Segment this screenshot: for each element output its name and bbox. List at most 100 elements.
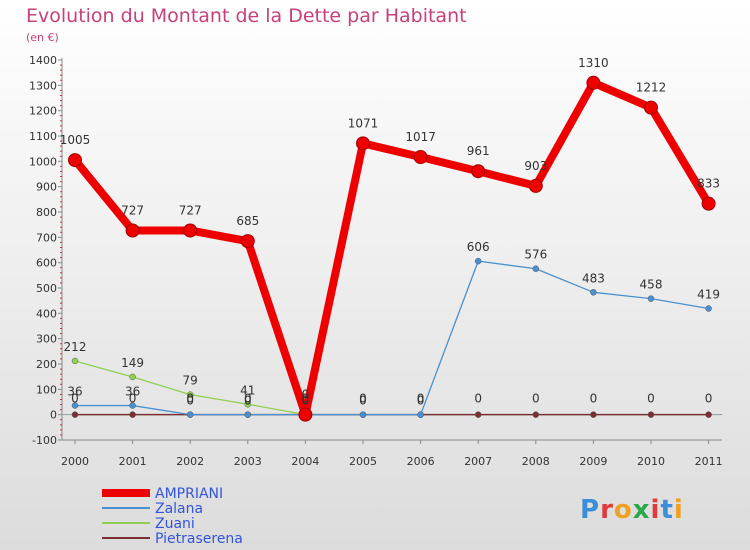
data-label-ampriani: 0	[302, 388, 310, 402]
data-label-zuani: 149	[121, 356, 144, 370]
data-point-zuani	[186, 391, 194, 398]
data-point-zuani	[129, 373, 136, 381]
data-label-pietraserena: 0	[532, 392, 540, 406]
data-point-ampriani	[68, 153, 82, 168]
series-line-ampriani	[71, 78, 713, 419]
x-tick-label: 2007	[464, 455, 492, 468]
data-label-zuani: 79	[183, 374, 198, 388]
x-tick-label: 2009	[579, 455, 607, 468]
data-label-ampriani: 1005	[60, 133, 91, 147]
x-tick-label: 2006	[407, 455, 435, 468]
x-tick-label: 2003	[234, 455, 262, 468]
x-tick-label: 2008	[522, 455, 550, 468]
data-label-ampriani: 1212	[636, 81, 667, 95]
series-line-zalana	[74, 260, 710, 416]
legend-label-zalana: Zalana	[155, 501, 203, 517]
data-label-pietraserena: 0	[244, 392, 252, 406]
data-point-zalana	[474, 257, 482, 265]
data-label-zalana: 419	[697, 288, 720, 302]
data-label-pietraserena: 0	[71, 392, 79, 406]
data-label-pietraserena: 0	[474, 392, 482, 406]
y-tick-label: 500	[36, 282, 57, 295]
data-point-pietraserena	[532, 411, 540, 418]
y-tick-label: 1300	[29, 79, 57, 92]
y-tick-label: 400	[36, 307, 57, 320]
data-label-zalana: 0	[417, 394, 425, 408]
y-tick-label: 1000	[29, 155, 57, 168]
y-tick-label: 600	[36, 257, 57, 270]
data-point-zalana	[359, 411, 367, 418]
data-point-zalana	[71, 402, 79, 409]
chart-subtitle: (en €)	[26, 31, 59, 44]
data-point-ampriani	[298, 407, 313, 422]
x-tick-label: 2011	[695, 455, 723, 468]
data-label-ampriani: 1310	[578, 56, 609, 70]
y-tick-label: -100	[32, 434, 57, 447]
y-tick-label: 200	[36, 358, 57, 371]
data-label-zalana: 36	[125, 385, 140, 399]
data-point-zalana	[129, 402, 136, 409]
data-point-ampriani	[125, 223, 140, 238]
data-label-ampriani: 903	[524, 159, 547, 173]
x-tick-label: 2010	[637, 455, 665, 468]
data-label-ampriani: 685	[236, 214, 259, 228]
data-label-zalana: 0	[359, 394, 367, 408]
series-layer	[68, 75, 716, 422]
y-tick-label: 800	[36, 206, 57, 219]
data-label-ampriani: 1017	[405, 130, 436, 144]
data-label-ampriani: 727	[121, 203, 144, 217]
data-point-pietraserena	[705, 411, 712, 418]
data-point-zalana	[532, 265, 540, 272]
legend-label-zuani: Zuani	[155, 516, 195, 532]
x-tick-label: 2004	[291, 455, 319, 468]
y-tick-label: 900	[36, 181, 57, 194]
data-label-zuani: 41	[240, 383, 255, 397]
data-point-zalana	[590, 289, 597, 296]
data-point-ampriani	[644, 100, 658, 115]
data-label-zalana: 458	[640, 278, 663, 292]
data-label-pietraserena: 0	[302, 392, 310, 406]
data-point-ampriani	[471, 164, 486, 179]
data-label-zalana: 0	[186, 394, 194, 408]
legend-label-pietraserena: Pietraserena	[155, 531, 243, 547]
data-label-ampriani: 961	[467, 144, 490, 158]
data-label-zalana: 36	[67, 385, 82, 399]
data-label-ampriani: 1071	[348, 116, 379, 130]
data-label-pietraserena: 0	[359, 392, 367, 406]
data-point-zalana	[417, 411, 424, 418]
data-point-zalana	[705, 305, 712, 312]
data-label-zalana: 606	[467, 240, 490, 254]
y-tick-label: 1400	[29, 54, 57, 67]
data-label-pietraserena: 0	[129, 392, 137, 406]
data-label-zalana: 0	[302, 394, 310, 408]
y-tick-label: 1100	[29, 130, 57, 143]
data-point-pietraserena	[71, 411, 79, 418]
x-tick-label: 2005	[349, 455, 377, 468]
x-tick-label: 2002	[176, 455, 204, 468]
data-point-pietraserena	[590, 411, 597, 418]
data-point-ampriani	[240, 234, 255, 249]
y-tick-label: 300	[36, 333, 57, 346]
data-point-pietraserena	[647, 411, 655, 418]
chart-title: Evolution du Montant de la Dette par Hab…	[26, 5, 467, 27]
data-label-ampriani: 727	[179, 203, 202, 217]
data-point-pietraserena	[129, 411, 136, 418]
y-tick-label: 100	[36, 383, 57, 396]
proxiti-logo: Proxiti	[580, 495, 684, 525]
data-point-zuani	[71, 357, 79, 365]
y-tick-label: 700	[36, 231, 57, 244]
data-point-pietraserena	[474, 411, 482, 418]
y-tick-label: 0	[50, 409, 57, 422]
data-point-zalana	[186, 411, 194, 418]
data-point-ampriani	[356, 136, 370, 151]
data-label-zalana: 576	[524, 248, 547, 262]
data-label-zuani: 0	[302, 394, 310, 408]
data-point-zuani	[244, 401, 252, 408]
data-point-zalana	[647, 295, 655, 302]
data-label-pietraserena: 0	[186, 392, 194, 406]
legend-label-ampriani: AMPRIANI	[155, 486, 223, 502]
data-label-zuani: 212	[64, 340, 87, 354]
